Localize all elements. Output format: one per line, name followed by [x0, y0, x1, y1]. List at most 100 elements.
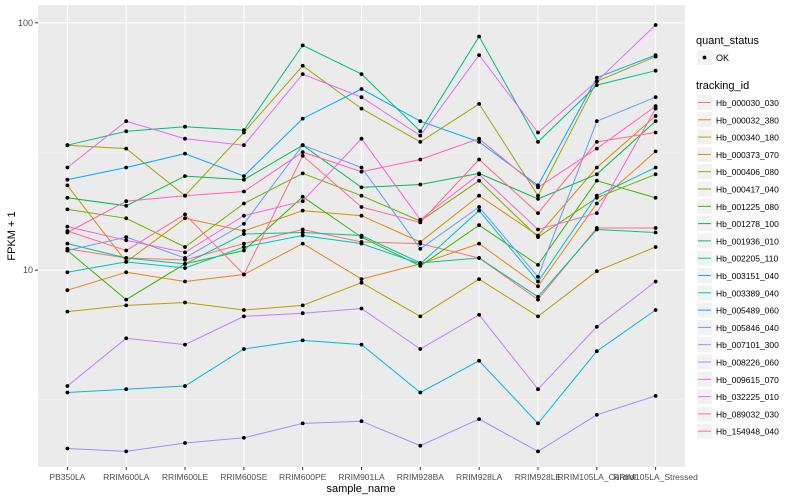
data-point — [536, 421, 540, 426]
legend-label: Hb_005489_060 — [716, 306, 779, 316]
data-point — [359, 280, 364, 285]
data-point — [359, 277, 364, 281]
data-point — [477, 193, 481, 198]
data-point — [536, 211, 540, 216]
data-point — [477, 157, 481, 162]
data-point — [653, 394, 658, 398]
data-point — [124, 260, 129, 264]
x-tick-label: RRIM928LA — [456, 472, 503, 482]
data-point — [183, 212, 187, 217]
data-point — [242, 308, 246, 312]
x-axis: PB350LA RRIM600LA RRIM600LE RRIM600SE RRIM60… — [49, 467, 698, 482]
data-point — [477, 241, 481, 246]
data-point — [183, 136, 187, 141]
data-point — [65, 288, 70, 293]
data-point — [418, 240, 423, 244]
data-point — [477, 277, 481, 281]
data-point — [536, 387, 540, 392]
data-point — [653, 172, 658, 177]
data-point — [477, 136, 481, 141]
data-point — [242, 241, 246, 246]
data-point — [124, 216, 129, 221]
data-point — [536, 193, 540, 198]
data-point — [477, 178, 481, 183]
data-point — [183, 193, 187, 198]
data-point — [300, 241, 305, 246]
data-point — [300, 171, 305, 176]
x-tick-label: RRIM600LA — [103, 472, 150, 482]
data-point — [653, 226, 658, 230]
data-point — [183, 384, 187, 388]
legend-tracking-id-title: tracking_id — [696, 80, 749, 92]
data-point — [242, 213, 246, 218]
data-point — [536, 263, 540, 267]
x-tick-label: RRIM600LE — [162, 472, 209, 482]
legend-label: Hb_154948_040 — [716, 427, 779, 437]
data-point — [477, 208, 481, 213]
legend-quant-status-title: quant_status — [696, 35, 759, 47]
legend-label: Hb_005846_040 — [716, 323, 779, 333]
data-point — [242, 177, 246, 182]
data-point — [183, 174, 187, 179]
x-tick-label: RRIM600SE — [220, 472, 268, 482]
legend-quant-status-label: OK — [716, 53, 729, 63]
legend-label: Hb_001936_010 — [716, 236, 779, 246]
data-point — [183, 262, 187, 266]
x-tick-label: RRIM105LA_Control — [558, 472, 637, 482]
data-point — [536, 130, 540, 135]
data-point — [477, 205, 481, 209]
data-point — [536, 274, 540, 279]
data-point — [653, 195, 658, 200]
data-point — [359, 185, 364, 190]
data-point — [124, 165, 129, 170]
y-tick-label: 10 — [23, 265, 33, 275]
data-point — [418, 347, 423, 351]
data-point — [653, 130, 658, 135]
data-point — [65, 248, 70, 253]
legend-label: Hb_007101_300 — [716, 340, 779, 350]
legend-items: Hb_000030_030 Hb_000032_380 Hb_000340_180 H… — [697, 95, 779, 439]
x-tick-label: RRIM105LA_Stressed — [613, 472, 698, 482]
data-point — [536, 235, 540, 240]
data-point — [536, 185, 540, 190]
data-point — [653, 119, 658, 124]
data-point — [418, 390, 423, 395]
data-point — [124, 336, 129, 341]
data-point — [594, 165, 599, 170]
data-point — [300, 194, 305, 199]
data-point — [300, 421, 305, 426]
data-point — [65, 229, 70, 233]
data-point — [242, 221, 246, 226]
data-point — [300, 208, 305, 213]
data-point — [477, 140, 481, 144]
data-point — [183, 245, 187, 249]
data-point — [242, 272, 246, 277]
data-point — [477, 34, 481, 39]
data-point — [124, 270, 129, 275]
data-point — [124, 297, 129, 302]
data-point — [65, 143, 70, 148]
data-point — [300, 311, 305, 316]
data-point — [536, 449, 540, 454]
data-point — [300, 338, 305, 343]
legend-label: Hb_089032_030 — [716, 409, 779, 419]
data-point — [477, 358, 481, 363]
data-point — [477, 102, 481, 106]
data-point — [418, 220, 423, 225]
data-point — [594, 146, 599, 151]
data-point — [183, 441, 187, 445]
data-point — [359, 87, 364, 91]
data-point — [183, 151, 187, 156]
data-point — [653, 279, 658, 284]
data-point — [653, 114, 658, 118]
data-point — [477, 256, 481, 260]
data-point — [653, 165, 658, 170]
data-point — [653, 149, 658, 154]
data-point — [594, 412, 599, 417]
data-point — [594, 79, 599, 84]
data-point — [124, 146, 129, 151]
data-point — [536, 227, 540, 232]
data-point — [418, 133, 423, 138]
data-point — [65, 446, 70, 451]
data-point — [124, 119, 129, 124]
